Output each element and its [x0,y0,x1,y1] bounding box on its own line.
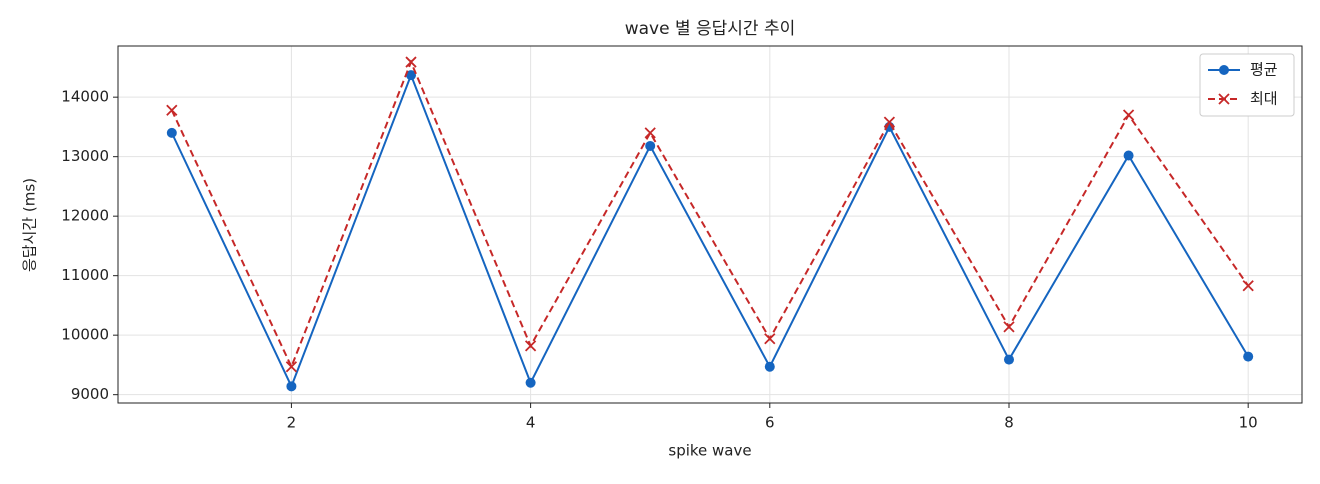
x-axis-label: spike wave [668,442,751,460]
y-tick-label: 12000 [61,207,109,225]
y-tick-label: 9000 [71,385,109,403]
point [405,56,417,68]
x-tick-label: 10 [1239,414,1258,432]
y-tick-label: 13000 [61,147,109,165]
point [166,127,177,138]
y-tick-label: 10000 [61,326,109,344]
point [1242,280,1254,292]
x-tick-label: 6 [765,414,775,432]
point [1123,150,1134,161]
point [644,127,656,139]
point [1003,354,1014,365]
x-tick-label: 4 [526,414,536,432]
point [883,116,896,128]
legend-box [1199,53,1295,117]
legend-label: 최대 [1250,90,1278,108]
y-tick-label: 11000 [61,266,109,284]
x-tick-label: 2 [287,414,297,432]
legend-label: 평균 [1250,61,1278,79]
chart-title: wave 별 응답시간 추이 [625,19,796,39]
x-tick-label: 8 [1004,414,1014,432]
point [764,361,775,372]
y-axis-label: 응답시간 (ms) [21,178,39,272]
point [1243,351,1254,362]
point [525,377,536,388]
point [406,70,417,81]
series-line [170,72,1250,389]
point [524,340,537,352]
point [645,140,656,151]
point [1122,109,1135,121]
legend-marker [1218,93,1230,105]
plot-frame [117,45,1303,404]
point [285,361,298,373]
y-tick-label: 14000 [61,88,109,106]
legend-marker [1219,65,1229,75]
point [764,333,776,345]
point [166,104,178,116]
series-line [170,59,1249,370]
point [286,381,297,392]
point [1003,321,1015,333]
